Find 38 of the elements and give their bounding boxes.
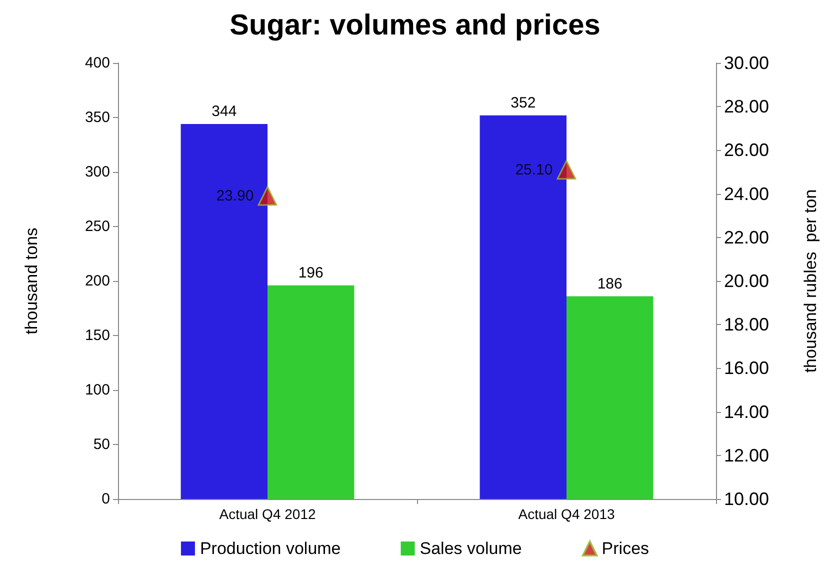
y-tick-label: 250 bbox=[84, 218, 110, 235]
data-label: 186 bbox=[597, 275, 622, 292]
y2-tick-label: 18.00 bbox=[724, 314, 770, 335]
bar bbox=[180, 124, 268, 499]
y-tick-label: 350 bbox=[84, 109, 110, 126]
bar bbox=[566, 296, 654, 499]
data-label: 23.90 bbox=[216, 187, 254, 204]
x-tick-label: Actual Q4 2012 bbox=[219, 506, 316, 522]
y2-tick-label: 22.00 bbox=[724, 227, 770, 248]
bar bbox=[268, 285, 354, 499]
y2-tick-label: 10.00 bbox=[724, 489, 770, 509]
y2-axis-title: thousand rubles per ton bbox=[801, 189, 820, 373]
bar bbox=[480, 115, 566, 499]
y2-tick-label: 16.00 bbox=[724, 358, 770, 378]
legend-label: Sales volume bbox=[420, 539, 522, 558]
y-tick-label: 50 bbox=[93, 436, 110, 453]
y-tick-label: 150 bbox=[84, 327, 110, 344]
legend-label: Production volume bbox=[200, 539, 341, 558]
data-label: 352 bbox=[510, 94, 536, 112]
y-tick-label: 100 bbox=[84, 382, 110, 398]
y-tick-label: 200 bbox=[84, 272, 110, 290]
chart-title: Sugar: volumes and prices bbox=[230, 10, 600, 42]
y2-tick-label: 24.00 bbox=[724, 184, 770, 204]
legend-label: Prices bbox=[602, 539, 650, 558]
y-tick-label: 300 bbox=[84, 164, 110, 180]
y-tick-label: 400 bbox=[84, 54, 110, 72]
y2-tick-label: 12.00 bbox=[724, 445, 770, 466]
data-label: 196 bbox=[298, 264, 324, 282]
data-label: 344 bbox=[212, 103, 237, 120]
y2-tick-label: 30.00 bbox=[724, 53, 770, 73]
y2-tick-label: 14.00 bbox=[724, 402, 770, 422]
y2-tick-label: 28.00 bbox=[724, 96, 770, 117]
data-label: 25.10 bbox=[515, 161, 553, 178]
y-tick-label: 0 bbox=[102, 490, 110, 508]
x-tick-label: Actual Q4 2013 bbox=[518, 506, 615, 522]
y2-tick-label: 26.00 bbox=[724, 140, 770, 160]
y2-tick-label: 20.00 bbox=[724, 271, 770, 291]
y-axis-title: thousand tons bbox=[22, 228, 41, 334]
